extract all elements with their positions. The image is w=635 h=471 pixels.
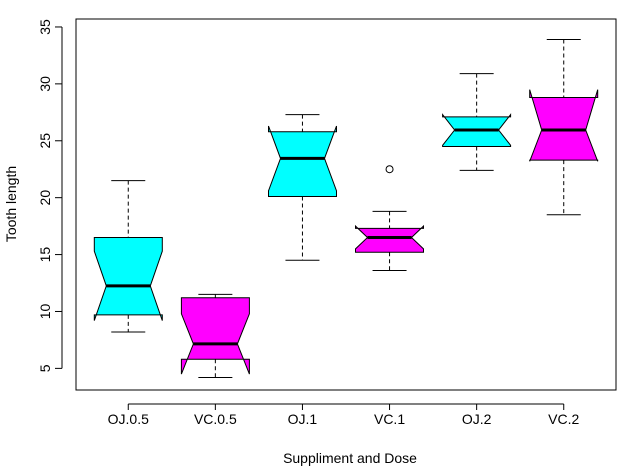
notched-box bbox=[180, 297, 250, 375]
outlier-point bbox=[385, 165, 394, 174]
x-tick-label: VC.1 bbox=[374, 411, 405, 427]
y-tick-label: 25 bbox=[37, 133, 53, 149]
notched-box bbox=[268, 125, 337, 197]
y-tick-label: 5 bbox=[37, 364, 53, 372]
boxes bbox=[93, 38, 599, 378]
notched-box bbox=[355, 224, 424, 253]
x-tick-label: OJ.0.5 bbox=[108, 411, 149, 427]
y-tick-label: 30 bbox=[37, 76, 53, 92]
y-tick-label: 20 bbox=[37, 190, 53, 206]
x-tick-label: VC.0.5 bbox=[194, 411, 237, 427]
y-tick-label: 15 bbox=[37, 247, 53, 263]
y-axis-title: Tooth length bbox=[3, 166, 19, 242]
notched-box bbox=[529, 89, 599, 162]
plot-frame bbox=[75, 18, 617, 391]
x-tick-label: OJ.1 bbox=[288, 411, 318, 427]
y-axis: 5 10 15 20 25 30 35 bbox=[37, 19, 63, 372]
x-tick-label: OJ.2 bbox=[462, 411, 492, 427]
x-axis: OJ.0.5 VC.0.5 OJ.1 VC.1 OJ.2 VC.2 bbox=[108, 403, 580, 427]
notched-box bbox=[93, 237, 163, 321]
x-tick-label: VC.2 bbox=[548, 411, 579, 427]
y-tick-label: 35 bbox=[37, 19, 53, 35]
y-tick-label: 10 bbox=[37, 303, 53, 319]
x-axis-title: Suppliment and Dose bbox=[283, 450, 417, 466]
